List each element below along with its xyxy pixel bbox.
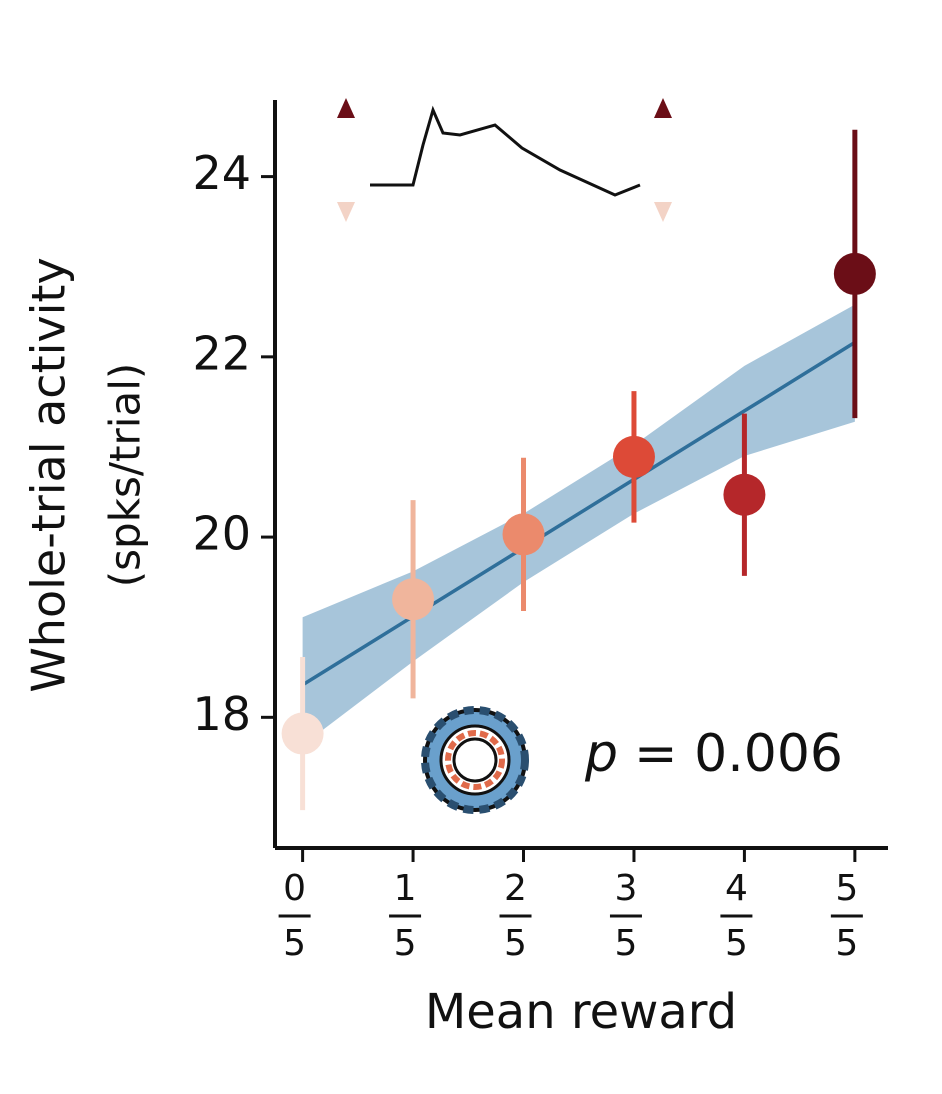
- x-tick-numerator: 3: [615, 868, 638, 909]
- p-value: p = 0.006: [584, 724, 843, 784]
- point: [723, 473, 766, 516]
- x-tick-numerator: 5: [835, 868, 858, 909]
- x-tick-denominator: 5: [504, 923, 527, 964]
- x-tick-numerator: 0: [283, 868, 306, 909]
- plot-area: 18 20 22 24 0 5 1 5 2 5 3 5 4 5 5 5: [192, 100, 888, 964]
- point: [612, 435, 655, 478]
- x-tick-numerator: 4: [725, 868, 748, 909]
- x-tick-denominator: 5: [283, 923, 306, 964]
- x-tick-numerator: 2: [504, 868, 527, 909]
- x-tick-denominator: 5: [835, 923, 858, 964]
- y-tick-label: 24: [192, 146, 251, 200]
- confidence-band: [302, 304, 855, 746]
- x-tick-denominator: 5: [394, 923, 417, 964]
- y-tick-label: 20: [192, 507, 251, 561]
- y-tick-label: 22: [192, 326, 251, 380]
- point: [833, 252, 876, 295]
- p-symbol: p: [584, 724, 618, 784]
- y-tick-label: 18: [192, 687, 251, 741]
- fit-line: [301, 340, 856, 687]
- point: [502, 513, 545, 556]
- x-tick-numerator: 1: [394, 868, 417, 909]
- ring-icon: [421, 706, 529, 814]
- x-tick-denominator: 5: [725, 923, 748, 964]
- y-axis-label: (spks/trial): [101, 363, 150, 587]
- x-axis-label: Mean reward: [425, 984, 737, 1040]
- x-tick-denominator: 5: [615, 923, 638, 964]
- p-value-text: = 0.006: [634, 724, 843, 784]
- y-axis-label: Whole-trial activity: [22, 257, 76, 692]
- point: [392, 578, 435, 621]
- point: [281, 712, 324, 755]
- inset-trace: [337, 98, 672, 222]
